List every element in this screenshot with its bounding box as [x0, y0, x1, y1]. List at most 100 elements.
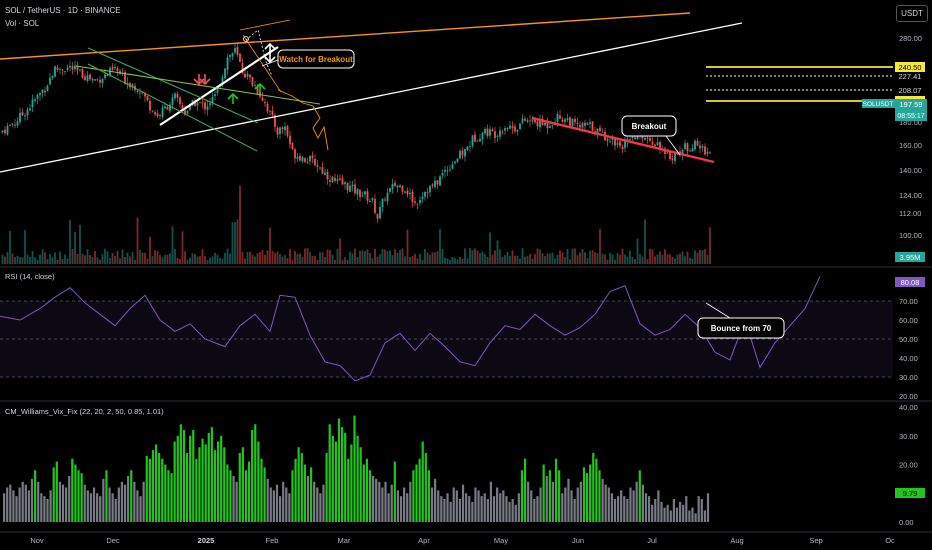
candle-body: [456, 158, 459, 163]
vix-bar: [706, 493, 710, 522]
candle-body: [296, 156, 299, 159]
candle-body: [416, 203, 419, 205]
volume-bar: [609, 252, 611, 264]
volume-bar: [266, 250, 269, 264]
vix-bar: [27, 490, 31, 522]
volume-bar: [466, 258, 469, 264]
candle-body: [89, 74, 91, 80]
volume-bar: [269, 227, 271, 264]
callout-pointer: [705, 302, 731, 319]
candle-body: [44, 90, 46, 93]
candle-body: [709, 152, 711, 154]
volume-bar: [666, 254, 669, 264]
price-level-label: 227.41: [899, 72, 922, 81]
candle-body: [244, 73, 246, 78]
vix-bar: [232, 476, 235, 522]
volume-bar: [551, 252, 554, 264]
volume-bar: [434, 252, 436, 264]
candle-body: [454, 161, 456, 164]
green-channel-lower: [87, 63, 258, 152]
vix-bar: [502, 490, 505, 522]
time-axis-tick: Sep: [809, 536, 822, 545]
volume-bar: [21, 257, 24, 264]
candle-body: [161, 107, 164, 118]
vix-bar: [244, 470, 248, 522]
vix-bar: [474, 487, 477, 522]
pivot-circle: [243, 36, 249, 42]
volume-bar: [16, 255, 19, 264]
vix-bar: [508, 501, 511, 522]
volume-bar: [246, 251, 249, 264]
candle-body: [174, 93, 176, 99]
volume-bar: [384, 249, 386, 264]
volume-bar: [534, 254, 536, 264]
volume-bar: [54, 252, 56, 264]
vix-bar: [204, 444, 207, 522]
currency-button[interactable]: USDT: [896, 5, 928, 22]
vix-bar: [6, 487, 9, 522]
candle-body: [196, 102, 199, 106]
price-level-tag: [895, 62, 925, 72]
green-channel-upper: [87, 47, 259, 124]
volume-bar: [96, 257, 99, 264]
vix-bar: [213, 450, 217, 522]
candle-body: [326, 171, 329, 180]
candle-body: [9, 125, 11, 126]
volume-bar: [669, 254, 671, 264]
volume-bar: [341, 259, 344, 264]
rsi-line: [0, 276, 821, 382]
volume-bar: [604, 254, 606, 264]
candle-body: [686, 143, 689, 152]
volume-bar: [329, 250, 331, 264]
volume-bar: [519, 258, 521, 264]
volume-bar: [649, 248, 651, 264]
vix-bar: [170, 473, 173, 522]
volume-bar: [484, 254, 486, 264]
volume-bar: [201, 249, 204, 264]
volume-title: Vol · SOL: [5, 19, 40, 28]
vix-bar: [638, 470, 641, 522]
candle-body: [424, 192, 426, 197]
volume-bar: [681, 251, 684, 264]
candle-body: [671, 158, 674, 161]
volume-bar: [281, 256, 284, 264]
vix-bar: [207, 432, 210, 522]
orange-fan-line: [242, 34, 282, 93]
candle-body: [211, 97, 214, 104]
volume-bar: [356, 257, 359, 264]
candle-body: [624, 141, 626, 148]
vix-bar: [154, 444, 158, 522]
vix-bar: [607, 487, 610, 522]
vix-bar: [372, 476, 375, 522]
volume-bar: [354, 248, 356, 264]
volume-bar: [199, 256, 201, 264]
volume-bar: [456, 259, 459, 264]
volume-bar: [61, 259, 64, 264]
vix-bar: [316, 487, 319, 522]
candle-body: [514, 126, 516, 132]
candle-body: [556, 114, 559, 122]
volume-bar: [146, 258, 149, 264]
volume-bar: [621, 248, 624, 264]
volume-bar: [251, 254, 254, 264]
vix-bar: [517, 493, 520, 522]
volume-bar: [579, 252, 581, 264]
volume-bar: [596, 253, 599, 264]
volume-bar: [446, 258, 449, 264]
vix-bar: [86, 490, 89, 522]
vix-bar: [483, 493, 486, 522]
candle-body: [586, 123, 589, 126]
candle-body: [91, 78, 94, 81]
candle-body: [404, 191, 406, 193]
volume-bar: [211, 256, 214, 264]
volume-bar: [89, 254, 91, 264]
vix-bar: [145, 455, 148, 522]
vix-bar: [356, 435, 359, 522]
vix-bar: [40, 493, 43, 522]
candle-body: [251, 77, 254, 86]
candle-body: [359, 189, 361, 197]
volume-bar: [334, 259, 336, 264]
vix-value-label: 9.79: [903, 489, 918, 498]
candle-body: [26, 109, 29, 116]
volume-bar: [431, 252, 434, 264]
